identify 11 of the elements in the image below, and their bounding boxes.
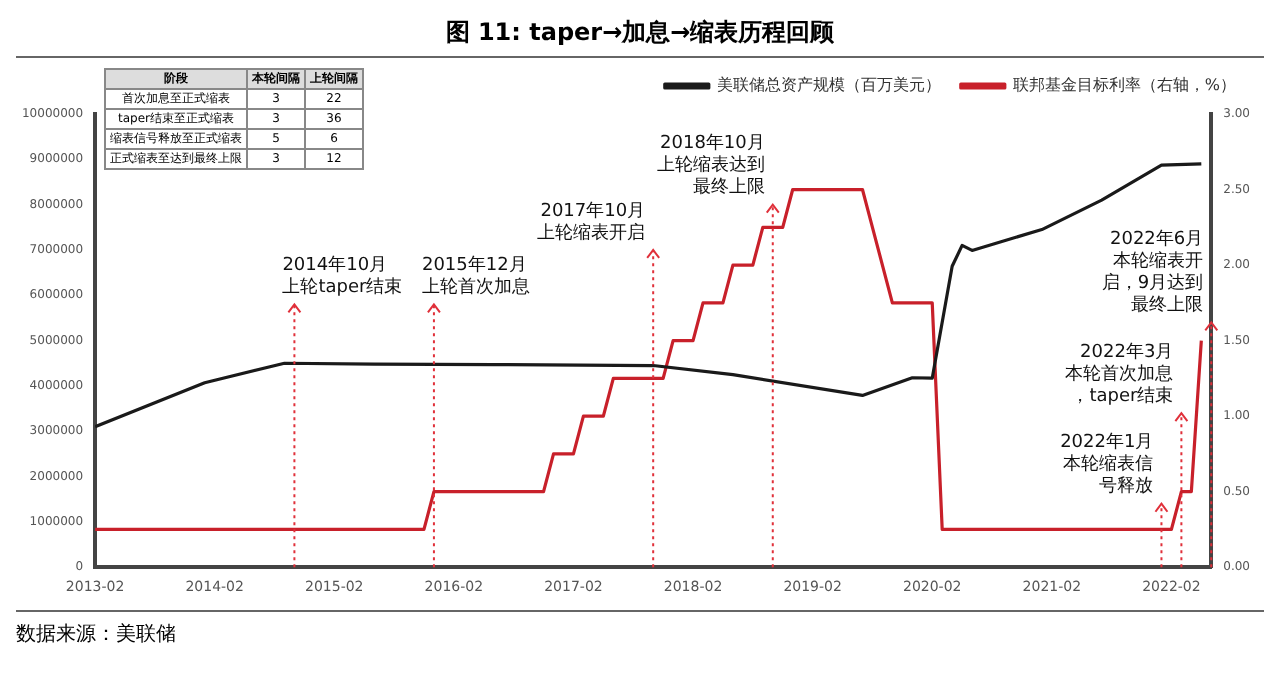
ref-line-label: 2015年12月上轮首次加息	[421, 254, 530, 299]
legend-label: 美联储总资产规模（百万美元）	[716, 76, 941, 95]
ref-line-label: 2017年10月上轮缩表开启	[537, 199, 646, 244]
ref-line-label: 2022年6月本轮缩表开启，9月达到最终上限	[1101, 228, 1204, 317]
legend-label: 联邦基金目标利率（右轴，%）	[1012, 76, 1237, 95]
source-note: 数据来源：美联储	[16, 621, 178, 648]
ref-line-label: 2022年1月本轮缩表信号释放	[1060, 431, 1154, 498]
ref-line-label: 2018年10月上轮缩表达到最终上限	[656, 132, 765, 199]
chart-title: 图 11: taper→加息→缩表历程回顾	[16, 16, 1264, 58]
ref-line-label: 2022年3月本轮首次加息，taper结束	[1065, 340, 1174, 407]
ref-line-label: 2014年10月上轮taper结束	[282, 254, 403, 299]
